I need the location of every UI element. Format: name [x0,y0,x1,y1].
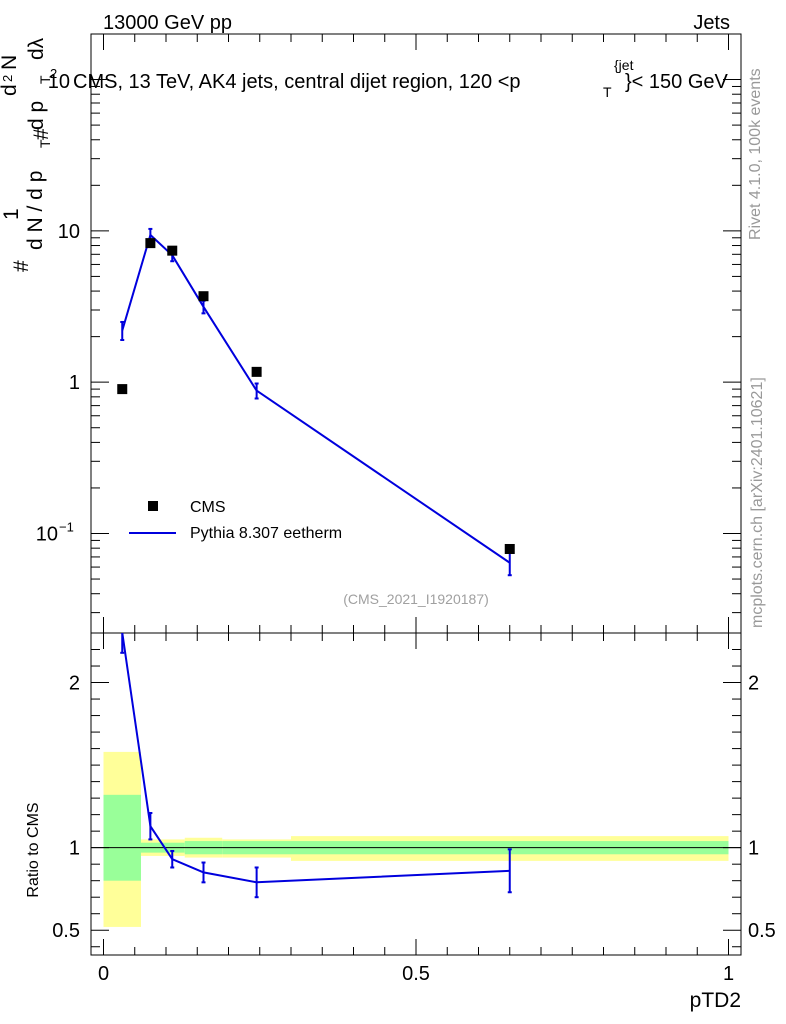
ratio-axis-ticks [91,633,741,955]
ylabel-t1: T [37,139,53,148]
ratio-y-tick-label-right: 0.5 [748,920,776,942]
ylabel-num-d: d [0,84,21,96]
cms-data-point [251,366,262,377]
ratio-band-inner [103,794,141,881]
x-tick-label: 0 [98,963,109,985]
cms-data-point [198,291,209,302]
ratio-plot-frame [90,632,742,956]
main-y-tick-label: 1 [69,372,80,394]
legend-marker-cms [148,501,158,511]
title-sup: {jet [614,57,634,73]
ratio-y-tick-label-right: 2 [748,673,759,695]
x-tick-label: 0.5 [402,963,430,985]
ylabel-t2: T [37,75,53,84]
main-y-tick-label: 10 [36,523,58,545]
header-right: Jets [693,12,730,34]
ylabel-dl: dλ [25,37,48,60]
legend: CMS Pythia 8.307 eetherm [129,499,342,542]
main-y-tick-label: 10 [48,71,70,93]
cms-data-point [504,543,515,554]
mcplots-label: mcplots.cern.ch [arXiv:2401.10621] [749,377,766,628]
main-y-axis-label: # 1 d N / d p T # d 2 N d p T dλ [0,37,53,272]
ratio-y-tick-label-left: 0.5 [52,920,80,942]
ratio-y-tick-labels: 0.5 0.5 1 1 2 2 [52,673,776,943]
cms-data-point [117,384,128,395]
ylabel-one: 1 [0,208,23,220]
pythia-line [121,233,511,564]
title-tail: }< 150 GeV [625,71,729,93]
legend-label-pythia: Pythia 8.307 eetherm [190,525,342,542]
ratio-uncertainty-bands [103,751,729,927]
ylabel-num-n: N [0,55,21,70]
main-y-tick-exponent: −1 [59,519,74,534]
ylabel-sq: 2 [0,75,15,82]
main-series-group [117,227,515,577]
ratio-y-axis-label: Ratio to CMS [25,802,42,897]
x-axis-label: pTD2 [690,989,741,1012]
ratio-series-group [120,632,512,899]
main-plot-frame [90,33,742,634]
ylabel-hash2: # [30,128,53,140]
main-y-tick-label: 10 [58,221,80,243]
ratio-line [121,632,510,884]
main-axis-ticks [91,33,741,633]
x-tick-label: 1 [723,963,734,985]
title-main: CMS, 13 TeV, AK4 jets, central dijet reg… [73,71,521,93]
rivet-label: Rivet 4.1.0, 100k events [747,68,764,240]
header-left: 13000 GeV pp [103,12,232,34]
ylabel-dn: d N / d p [24,171,47,250]
analysis-watermark: (CMS_2021_I1920187) [343,591,489,607]
ylabel-den: d p [25,101,48,130]
cms-data-point [145,238,156,249]
title-sub: T [603,84,612,100]
ratio-y-tick-label-right: 1 [748,838,759,860]
ratio-y-tick-label-left: 1 [69,838,80,860]
ratio-y-tick-label-left: 2 [69,673,80,695]
cms-data-point [167,245,178,256]
ylabel-hash1: # [10,260,33,272]
legend-label-cms: CMS [190,499,226,516]
ratio-x-tick-labels: 0 0.5 1 [98,963,734,985]
plot-title: 2 CMS, 13 TeV, AK4 jets, central dijet r… [50,57,729,100]
title-overlap-exp: 2 [50,66,57,81]
